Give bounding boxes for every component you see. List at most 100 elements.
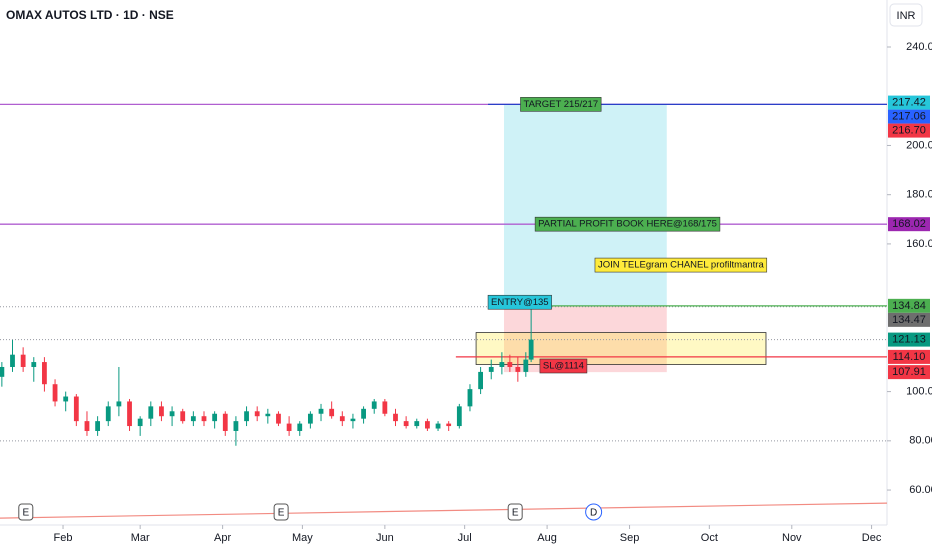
candle-body <box>414 421 420 427</box>
price-label: 216.70 <box>892 124 926 136</box>
price-label-box <box>888 217 930 232</box>
candle-body <box>137 418 143 427</box>
candle-body <box>116 401 122 407</box>
x-tick-label: Sep <box>620 532 640 544</box>
x-tick-label: Feb <box>54 532 73 544</box>
y-tick-label: 240.00 <box>906 41 932 53</box>
candle-body <box>127 401 132 427</box>
candle-body <box>425 421 430 429</box>
price-label: 121.13 <box>892 333 926 345</box>
x-tick-label: Mar <box>131 532 150 544</box>
note: JOIN TELEgram CHANEL profiltmantra <box>594 257 768 273</box>
note: PARTIAL PROFIT BOOK HERE@168/175 <box>534 216 721 232</box>
candle-body <box>63 396 69 402</box>
candle-body <box>350 418 356 422</box>
candle-body <box>523 359 529 372</box>
note-box <box>520 97 602 112</box>
y-tick-label: 80.00 <box>909 435 932 447</box>
event-marker <box>18 503 34 521</box>
candle-body <box>105 406 111 422</box>
note-box <box>534 216 721 232</box>
note-text: PARTIAL PROFIT BOOK HERE@168/175 <box>538 219 717 230</box>
candle-body <box>371 401 377 409</box>
price-label-box <box>888 332 930 347</box>
candle-body <box>361 408 366 419</box>
event-label: E <box>512 508 519 519</box>
price-label-box <box>888 95 930 110</box>
candle-body <box>169 411 175 417</box>
candle-body <box>159 406 164 417</box>
price-label-box <box>888 312 930 327</box>
x-tick-label: Nov <box>782 532 802 544</box>
candle-body <box>244 411 249 422</box>
price-label: 134.84 <box>892 300 926 312</box>
event-marker <box>585 503 603 521</box>
candle-body <box>446 423 452 427</box>
y-tick-label: 200.00 <box>906 139 932 151</box>
candle-body <box>10 354 15 367</box>
y-tick-label: 60.00 <box>909 484 932 496</box>
note-box <box>539 358 588 374</box>
candle-body <box>286 423 292 431</box>
y-tick-label: 180.00 <box>906 189 932 201</box>
note: TARGET 215/217 <box>520 97 602 112</box>
price-label: 134.47 <box>892 314 926 326</box>
candle-body <box>212 413 218 422</box>
candle-body <box>403 421 409 427</box>
candle-body <box>31 362 37 367</box>
candle-body <box>201 416 207 422</box>
candle-body <box>190 416 196 422</box>
note: ENTRY@135 <box>487 294 552 310</box>
price-label: 114.10 <box>893 351 926 363</box>
note-text: ENTRY@135 <box>491 297 549 308</box>
candle-body <box>307 413 313 424</box>
candle-body <box>265 413 271 417</box>
note-text: SL@1114 <box>543 361 584 372</box>
event-marker <box>507 503 523 521</box>
candle-body <box>180 411 186 422</box>
x-tick-label: May <box>292 532 313 544</box>
candle-body <box>478 371 484 390</box>
price-label: 168.02 <box>892 218 926 230</box>
candle-body <box>339 416 345 422</box>
currency: INR <box>897 10 916 22</box>
price-label-box <box>888 298 930 313</box>
note-text: JOIN TELEgram CHANEL profiltmantra <box>598 260 764 271</box>
event-label: E <box>278 508 285 519</box>
note-box <box>487 294 552 310</box>
price-label: 217.42 <box>892 96 926 108</box>
price-label: 217.06 <box>892 110 926 122</box>
event-label: D <box>590 508 597 519</box>
candle-body <box>42 362 47 385</box>
event-label: E <box>22 508 29 519</box>
candle-body <box>382 401 388 414</box>
candle-body <box>329 408 335 417</box>
candle-body <box>456 406 462 427</box>
candle-body <box>52 384 58 402</box>
candle-body <box>20 354 26 367</box>
price-label-box <box>888 123 930 138</box>
y-tick-label: 100.00 <box>906 386 932 398</box>
candle-body <box>515 366 521 372</box>
currency-box[interactable] <box>889 3 923 27</box>
candle-body <box>393 413 398 422</box>
candle-body <box>73 396 79 422</box>
y-tick-label: 160.00 <box>906 238 932 250</box>
candle-body <box>528 339 534 360</box>
price-label-box <box>888 109 930 124</box>
candle-body <box>95 421 101 431</box>
candle-body <box>297 423 303 431</box>
event-marker <box>273 503 289 521</box>
candle-body <box>507 362 513 367</box>
trend-line <box>0 502 888 519</box>
price-label-box <box>888 349 930 364</box>
candle-body <box>0 366 5 377</box>
candle-body <box>435 423 441 429</box>
price-label: 107.91 <box>892 366 926 378</box>
zone <box>475 332 767 365</box>
note-text: TARGET 215/217 <box>523 99 598 110</box>
x-tick-label: Oct <box>701 532 718 544</box>
candle-body <box>222 413 228 431</box>
x-tick-label: Apr <box>214 532 231 544</box>
